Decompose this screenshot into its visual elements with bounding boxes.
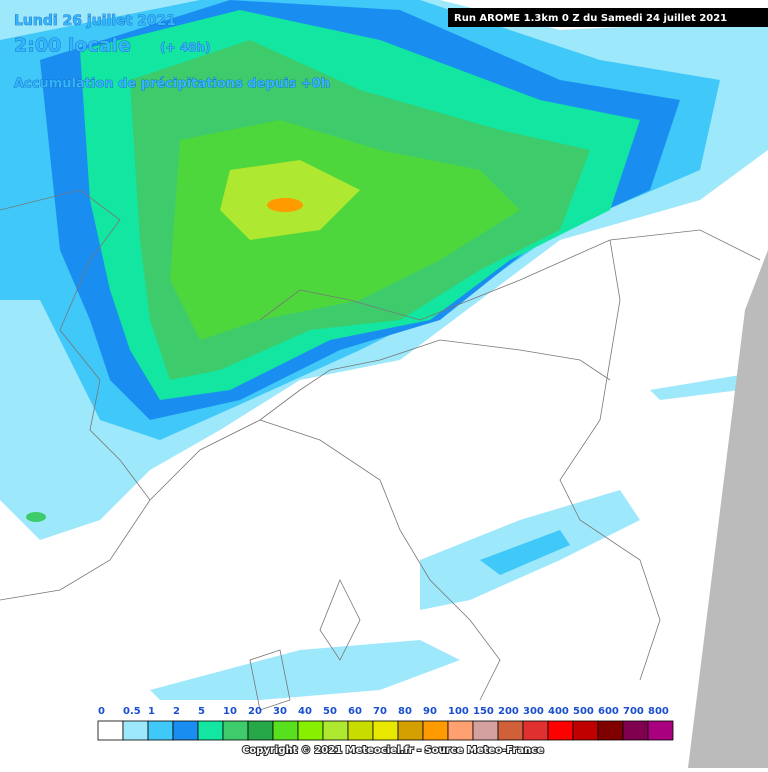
legend-swatch: [147, 720, 174, 741]
legend-swatch: [647, 720, 674, 741]
legend-swatch: [372, 720, 399, 741]
run-box: [448, 8, 768, 27]
field: Accumulation de précipitations depuis +0…: [14, 77, 330, 92]
legend-label: 800: [648, 706, 669, 717]
legend-swatch: [522, 720, 549, 741]
legend-swatch: [297, 720, 324, 741]
legend-label: 20: [248, 706, 262, 717]
legend-swatch: [197, 720, 224, 741]
legend-label: 90: [423, 706, 437, 717]
legend-swatch: [422, 720, 449, 741]
legend-label: 700: [623, 706, 644, 717]
legend-label: 50: [323, 706, 337, 717]
precipitation: [0, 0, 768, 700]
legend-swatch: [222, 720, 249, 741]
legend-label: 100: [448, 706, 469, 717]
lead: (+ 48h): [160, 41, 210, 55]
legend-swatch: [97, 720, 124, 741]
legend-label: 10: [223, 706, 237, 717]
legend-swatch: [472, 720, 499, 741]
legend-swatch: [547, 720, 574, 741]
legend-label: 80: [398, 706, 412, 717]
legend-label: 2: [173, 706, 180, 717]
legend: 0 0.5 1 2 5 10 20 30 40 50 60 70 80 90 100 150 200 300 400…: [97, 706, 674, 741]
legend-swatch: [322, 720, 349, 741]
legend-label: 5: [198, 706, 205, 717]
legend-swatch: [247, 720, 274, 741]
legend-swatch: [447, 720, 474, 741]
run: Run AROME 1.3km 0 Z du Samedi 24 juillet…: [454, 13, 727, 24]
date: Lundi 26 juillet 2021: [14, 13, 176, 29]
legend-label: 200: [498, 706, 519, 717]
time: 2:00 locale: [14, 35, 131, 57]
legend-swatch: [397, 720, 424, 741]
borders: [0, 189, 761, 711]
legend-swatch: [597, 720, 624, 741]
legend-label: 0.5: [123, 706, 141, 717]
legend-label: 1: [148, 706, 155, 717]
legend-label: 500: [573, 706, 594, 717]
legend-label: 600: [598, 706, 619, 717]
legend-swatch: [497, 720, 524, 741]
legend-label: 60: [348, 706, 362, 717]
legend-swatch: [572, 720, 599, 741]
legend-swatch: [347, 720, 374, 741]
legend-label: 300: [523, 706, 544, 717]
legend-swatch: [122, 720, 149, 741]
legend-label: 30: [273, 706, 287, 717]
legend-label: 40: [298, 706, 312, 717]
legend-swatch: [622, 720, 649, 741]
legend-label: 0: [98, 706, 105, 717]
legend-swatch: [272, 720, 299, 741]
copyright: Copyright © 2021 Meteociel.fr - Source M…: [242, 745, 544, 756]
out-of-domain: [688, 250, 768, 768]
legend-label: 70: [373, 706, 387, 717]
legend-label: 150: [473, 706, 494, 717]
legend-swatch: [172, 720, 199, 741]
legend-label: 400: [548, 706, 569, 717]
